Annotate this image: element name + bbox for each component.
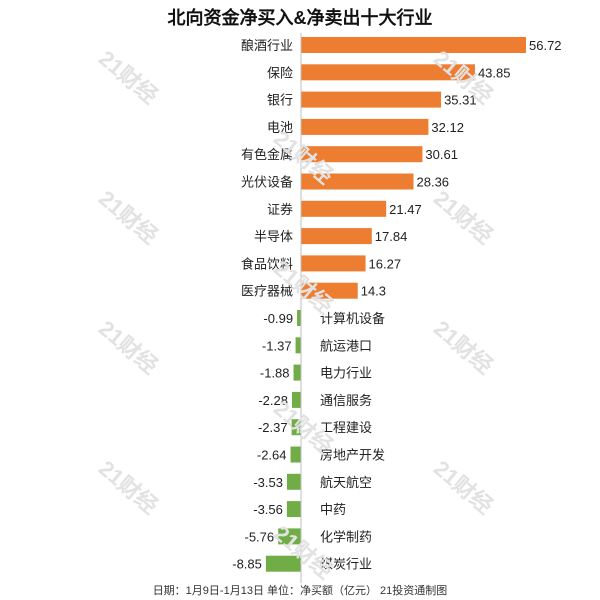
category-label: 酿酒行业 bbox=[241, 38, 293, 53]
bar-10 bbox=[301, 282, 358, 299]
category-label: 航天航空 bbox=[320, 475, 372, 490]
category-label: 电力行业 bbox=[320, 366, 372, 381]
category-label: 半导体 bbox=[254, 229, 293, 244]
value-label: 17.84 bbox=[375, 229, 408, 244]
bar-11 bbox=[297, 310, 301, 326]
category-label: 房地产开发 bbox=[320, 448, 385, 463]
value-label: 21.47 bbox=[389, 202, 422, 217]
value-label: 32.12 bbox=[431, 120, 464, 135]
value-label: 56.72 bbox=[529, 38, 562, 53]
bar-4 bbox=[301, 118, 429, 135]
category-label: 医疗器械 bbox=[241, 284, 293, 299]
category-label: 光伏设备 bbox=[241, 175, 293, 190]
bar-8 bbox=[301, 228, 372, 245]
bar-17 bbox=[286, 473, 301, 490]
value-label: 14.3 bbox=[361, 284, 386, 299]
bar-6 bbox=[301, 173, 414, 190]
value-label: 43.85 bbox=[478, 65, 511, 80]
value-label: -2.28 bbox=[258, 393, 288, 408]
category-label: 化学制药 bbox=[320, 529, 372, 544]
bar-19 bbox=[278, 528, 301, 545]
bar-9 bbox=[301, 255, 366, 272]
category-label: 证券 bbox=[267, 202, 293, 217]
bar-7 bbox=[301, 200, 387, 217]
value-label: 16.27 bbox=[369, 256, 402, 271]
value-label: -3.56 bbox=[253, 502, 283, 517]
value-label: -1.88 bbox=[260, 366, 290, 381]
bar-1 bbox=[301, 37, 526, 53]
category-label: 有色金属 bbox=[241, 147, 293, 162]
bar-5 bbox=[301, 146, 423, 163]
category-label: 保险 bbox=[267, 65, 293, 80]
bar-15 bbox=[291, 419, 301, 436]
category-label: 计算机设备 bbox=[320, 311, 385, 326]
value-label: -2.37 bbox=[258, 420, 288, 435]
bar-20 bbox=[265, 555, 301, 572]
chart-title: 北向资金净买入&净卖出十大行业 bbox=[167, 8, 433, 28]
category-label: 电池 bbox=[267, 120, 293, 135]
bar-13 bbox=[293, 364, 301, 381]
value-label: -8.85 bbox=[232, 557, 262, 572]
value-label: -0.99 bbox=[263, 311, 293, 326]
category-label: 食品饮料 bbox=[241, 256, 293, 271]
value-label: 35.31 bbox=[444, 93, 477, 108]
bar-3 bbox=[301, 91, 442, 108]
category-label: 工程建设 bbox=[320, 420, 372, 435]
bar-12 bbox=[295, 337, 301, 354]
value-label: -2.64 bbox=[257, 448, 287, 463]
bar-14 bbox=[291, 391, 301, 408]
value-label: -3.53 bbox=[253, 475, 283, 490]
value-label: 30.61 bbox=[425, 147, 458, 162]
category-label: 通信服务 bbox=[320, 393, 372, 408]
bar-18 bbox=[286, 501, 301, 518]
category-label: 航运港口 bbox=[320, 338, 372, 353]
bar-2 bbox=[301, 64, 475, 81]
value-label: -5.76 bbox=[245, 529, 275, 544]
category-label: 中药 bbox=[320, 502, 346, 517]
category-label: 银行 bbox=[267, 93, 293, 108]
value-label: -1.37 bbox=[262, 338, 292, 353]
category-label: 煤炭行业 bbox=[320, 557, 372, 572]
bar-16 bbox=[290, 446, 301, 463]
chart-footnote: 日期：1月9日-1月13日 单位：净买额（亿元） 21投资通制图 bbox=[152, 585, 448, 597]
value-label: 28.36 bbox=[417, 175, 450, 190]
